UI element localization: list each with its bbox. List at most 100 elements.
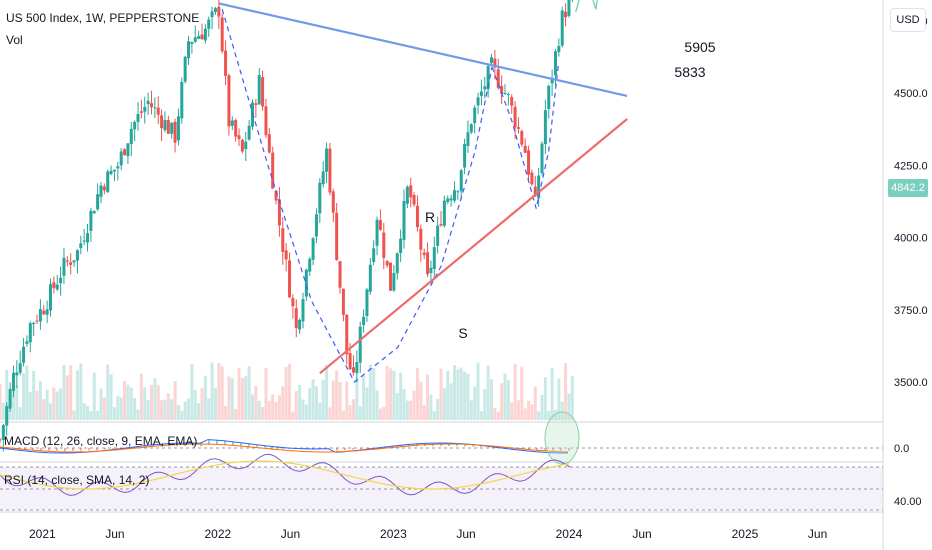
candle-body xyxy=(540,143,544,174)
macd-highlight-ellipse xyxy=(544,411,580,465)
macd-histogram-bar xyxy=(104,448,106,450)
volume-bar xyxy=(540,394,544,420)
y-tick-label: 4250.0 xyxy=(894,160,928,172)
macd-histogram-bar xyxy=(264,445,266,448)
volume-bar xyxy=(11,376,15,420)
volume-bar xyxy=(395,392,399,420)
candle-body xyxy=(415,205,419,228)
candle-body xyxy=(291,298,295,307)
candle-body xyxy=(399,238,403,253)
volume-bar xyxy=(503,373,507,420)
volume-bar xyxy=(429,394,433,420)
candle-body xyxy=(318,182,322,214)
volume-bar xyxy=(355,377,359,420)
volume-bar xyxy=(506,380,510,420)
macd-histogram-bar xyxy=(568,448,570,451)
volume-bar xyxy=(331,380,335,420)
volume-bar xyxy=(230,378,234,420)
candle-body xyxy=(294,308,298,329)
volume-bar xyxy=(527,400,531,420)
candle-body xyxy=(439,223,443,226)
macd-histogram-bar xyxy=(8,448,10,449)
candle-body xyxy=(422,252,426,256)
volume-bar xyxy=(442,388,446,420)
candle-body xyxy=(550,77,554,84)
macd-histogram-bar xyxy=(72,448,74,451)
candle-body xyxy=(72,260,76,263)
macd-signal-line xyxy=(0,443,569,453)
volume-bar xyxy=(341,410,345,420)
volume-bar xyxy=(133,398,137,420)
candle-body xyxy=(267,134,271,153)
currency-button[interactable]: USD xyxy=(890,8,926,32)
candle-body xyxy=(365,289,369,317)
candle-body xyxy=(52,282,56,288)
volume-bar xyxy=(176,404,180,420)
volume-bar xyxy=(368,364,372,420)
macd-histogram-bar xyxy=(392,446,394,448)
volume-bar xyxy=(375,390,379,420)
volume-bar xyxy=(193,389,197,420)
candle-body xyxy=(476,97,480,106)
candle-body xyxy=(527,150,531,175)
candle-body xyxy=(227,75,231,127)
volume-bar xyxy=(426,374,430,420)
candle-body xyxy=(247,125,251,140)
macd-histogram-bar xyxy=(464,443,466,447)
candle-body xyxy=(75,250,79,261)
candle-body xyxy=(483,86,487,90)
volume-bar xyxy=(244,375,248,420)
volume-bar xyxy=(149,384,153,420)
volume-bar xyxy=(28,391,32,420)
volume-bar xyxy=(493,408,497,420)
volume-bar xyxy=(170,399,174,420)
volume-bar xyxy=(86,405,90,420)
candle-body xyxy=(533,186,537,197)
volume-bar xyxy=(153,378,157,420)
volume-bar xyxy=(227,376,231,420)
candle-body xyxy=(96,194,100,210)
candle-body xyxy=(210,11,214,18)
volume-bar xyxy=(35,390,39,420)
volume-bar xyxy=(15,385,19,420)
candle-body xyxy=(32,322,36,325)
candle-body xyxy=(503,93,507,95)
volume-bar xyxy=(550,367,554,420)
volume-bar xyxy=(92,372,96,420)
volume-bar xyxy=(557,378,561,420)
volume-bar xyxy=(267,400,271,420)
volume-bar xyxy=(274,402,278,420)
volume-bar xyxy=(318,402,322,420)
volume-bar xyxy=(530,404,534,420)
candle-body xyxy=(547,85,551,110)
candle-body xyxy=(240,139,244,152)
volume-bar xyxy=(8,397,12,420)
candle-body xyxy=(311,238,315,260)
candle-body xyxy=(153,107,157,109)
volume-bar xyxy=(75,370,79,420)
candle-body xyxy=(89,210,93,231)
target-label-5905: 5905 xyxy=(684,39,715,55)
candle-body xyxy=(244,141,248,150)
candle-body xyxy=(136,113,140,122)
volume-bar xyxy=(261,406,265,420)
macd-histogram-bar xyxy=(336,448,338,451)
candle-body xyxy=(395,253,399,274)
volume-bar xyxy=(1,402,5,420)
volume-bar xyxy=(486,365,490,420)
macd-histogram-bar xyxy=(344,448,346,451)
volume-bar xyxy=(38,380,42,420)
candle-body xyxy=(459,170,463,192)
candle-body xyxy=(129,128,133,145)
x-tick-label: Jun xyxy=(632,527,651,541)
candle-body xyxy=(304,269,308,297)
macd-histogram-bar xyxy=(24,448,26,450)
volume-bar xyxy=(365,387,369,420)
macd-histogram-bar xyxy=(56,448,58,451)
macd-histogram-bar xyxy=(560,448,562,451)
candle-body xyxy=(220,17,224,52)
rsi-tick-label: 40.00 xyxy=(894,496,922,508)
macd-histogram-bar xyxy=(232,441,234,446)
volume-bar xyxy=(385,365,389,420)
